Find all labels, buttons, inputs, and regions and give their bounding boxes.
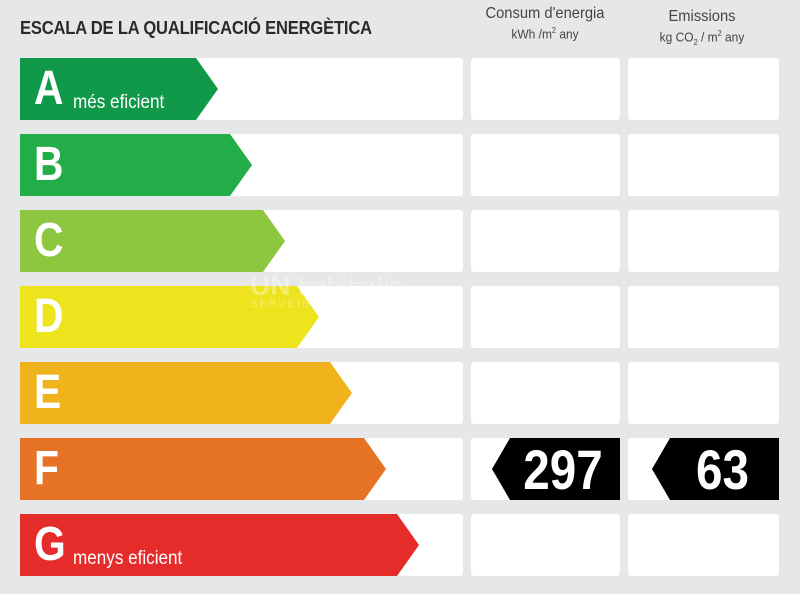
rating-row-e: E — [0, 362, 800, 424]
rating-arrow-b: B — [20, 134, 252, 196]
rating-arrow-c: C — [20, 210, 285, 272]
energy-marker: 297 — [492, 438, 620, 501]
watermark: UN habitadia SERVEIS — [250, 270, 404, 310]
rating-row-c: C — [0, 210, 800, 272]
energy-cell — [471, 514, 620, 576]
rating-letter: A — [34, 62, 64, 115]
scale-title: ESCALA DE LA QUALIFICACIÓ ENERGÈTICA — [20, 18, 372, 38]
rating-letter: F — [34, 442, 59, 495]
energy-cell — [471, 362, 620, 424]
rating-letter: G — [34, 518, 66, 571]
energy-column-label: Consum d'energia — [485, 5, 605, 22]
emissions-column-label: Emissions — [668, 8, 736, 25]
energy-cell — [471, 210, 620, 272]
rating-row-d: D — [0, 286, 800, 348]
rating-letter: C — [34, 214, 64, 267]
energy-marker-value: 297 — [523, 438, 603, 501]
emissions-cell — [628, 58, 779, 120]
rating-letter: B — [34, 138, 64, 191]
energy-column-header: Consum d'energia kWh /m2 any — [470, 5, 620, 41]
rating-row-b: B — [0, 134, 800, 196]
rating-letter: D — [34, 290, 64, 343]
rating-description: més eficient — [73, 92, 165, 113]
energy-cell — [471, 58, 620, 120]
emissions-cell — [628, 362, 779, 424]
rating-row-f: F 297 63 — [0, 438, 800, 501]
emissions-cell — [628, 514, 779, 576]
emissions-marker-value: 63 — [696, 438, 749, 501]
emissions-column-header: Emissions kg CO2 / m2 any — [627, 8, 777, 47]
emissions-cell — [628, 210, 779, 272]
energy-cell — [471, 286, 620, 348]
emissions-column-unit: kg CO2 / m2 any — [659, 29, 745, 47]
rating-arrow-d: D — [20, 286, 319, 348]
energy-cell — [471, 134, 620, 196]
rating-letter: E — [34, 366, 62, 419]
rating-arrow-f: F — [20, 438, 386, 500]
emissions-marker: 63 — [652, 438, 779, 501]
emissions-cell — [628, 134, 779, 196]
energy-column-unit: kWh /m2 any — [511, 26, 579, 42]
rating-arrow-e: E — [20, 362, 352, 424]
emissions-cell — [628, 286, 779, 348]
rating-description: menys eficient — [73, 548, 183, 569]
